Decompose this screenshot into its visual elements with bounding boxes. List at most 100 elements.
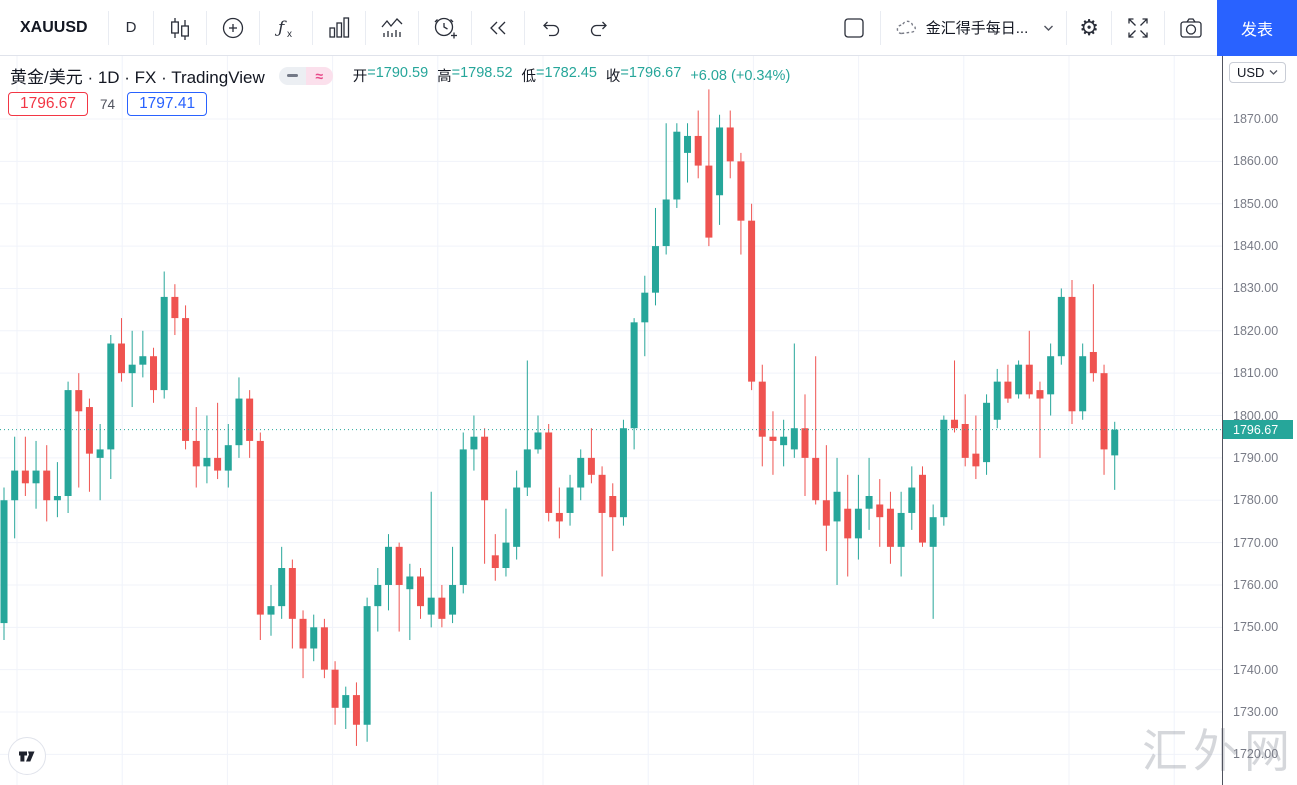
candle[interactable] xyxy=(673,131,681,200)
candle[interactable] xyxy=(886,508,894,547)
candle[interactable] xyxy=(598,474,606,513)
candle[interactable] xyxy=(331,669,339,708)
candle[interactable] xyxy=(1068,296,1076,412)
candle[interactable] xyxy=(587,457,595,475)
candle[interactable] xyxy=(85,407,93,454)
chart-style-button[interactable] xyxy=(154,0,206,56)
candle[interactable] xyxy=(75,390,83,412)
compare-button[interactable] xyxy=(207,0,259,56)
candle[interactable] xyxy=(0,500,8,624)
candle[interactable] xyxy=(897,512,905,547)
publish-button[interactable]: 发表 xyxy=(1216,0,1297,56)
candle[interactable] xyxy=(865,496,873,509)
candle[interactable] xyxy=(310,627,318,649)
buy-price-button[interactable]: 1797.41 xyxy=(127,92,208,116)
candle[interactable] xyxy=(716,127,724,196)
candle[interactable] xyxy=(651,246,659,293)
candle[interactable] xyxy=(384,546,392,585)
candle[interactable] xyxy=(64,390,72,497)
candle[interactable] xyxy=(908,487,916,513)
candle[interactable] xyxy=(513,487,521,547)
candle[interactable] xyxy=(203,457,211,467)
candle[interactable] xyxy=(993,381,1001,420)
candle[interactable] xyxy=(459,449,467,585)
candle[interactable] xyxy=(299,618,307,649)
candle[interactable] xyxy=(481,436,489,501)
candle[interactable] xyxy=(342,695,350,708)
candle[interactable] xyxy=(523,449,531,488)
symbol-button[interactable]: XAUUSD xyxy=(0,0,108,56)
candle[interactable] xyxy=(246,398,254,441)
candle[interactable] xyxy=(1015,364,1023,395)
candle[interactable] xyxy=(43,470,51,501)
candle[interactable] xyxy=(491,555,499,569)
candle[interactable] xyxy=(1004,381,1012,399)
candle[interactable] xyxy=(267,606,275,615)
candle[interactable] xyxy=(96,449,104,458)
candle[interactable] xyxy=(449,584,457,615)
candle[interactable] xyxy=(769,436,777,441)
legend-title[interactable]: 黄金/美元 · 1D · FX · TradingView xyxy=(10,68,265,87)
price-axis[interactable]: USD 1870.00 1860.00 1850.00 1840.00 1830.00 1… xyxy=(1222,56,1297,785)
candle[interactable] xyxy=(256,440,264,615)
candle[interactable] xyxy=(1089,351,1097,374)
cloud-template-dropdown[interactable]: 金汇得手每日... xyxy=(881,0,1067,56)
layout-button[interactable] xyxy=(828,0,880,56)
candle[interactable] xyxy=(545,432,553,513)
candle[interactable] xyxy=(726,127,734,162)
candle[interactable] xyxy=(641,292,649,323)
candle[interactable] xyxy=(1111,429,1119,456)
forecast-button[interactable] xyxy=(366,0,418,56)
candle[interactable] xyxy=(1057,296,1065,357)
candle[interactable] xyxy=(609,496,617,518)
candle[interactable] xyxy=(780,436,788,446)
candle[interactable] xyxy=(171,296,179,319)
candle[interactable] xyxy=(619,428,627,518)
candle[interactable] xyxy=(951,419,959,429)
candle[interactable] xyxy=(1047,356,1055,395)
candle[interactable] xyxy=(160,296,168,391)
candle[interactable] xyxy=(417,576,425,607)
candle[interactable] xyxy=(1079,356,1087,412)
candle[interactable] xyxy=(363,606,371,725)
candle[interactable] xyxy=(1036,390,1044,399)
candle[interactable] xyxy=(972,453,980,467)
replay-button[interactable] xyxy=(472,0,524,56)
candle[interactable] xyxy=(983,402,991,463)
approx-data-mode-button[interactable]: ≈ xyxy=(305,66,333,85)
interval-button[interactable]: D xyxy=(109,0,154,56)
candle[interactable] xyxy=(737,161,745,221)
candle[interactable] xyxy=(182,318,190,441)
redo-button[interactable] xyxy=(575,0,625,56)
candle[interactable] xyxy=(534,432,542,450)
candle[interactable] xyxy=(395,546,403,585)
indicator-templates-button[interactable] xyxy=(313,0,365,56)
candle[interactable] xyxy=(288,568,296,619)
candle[interactable] xyxy=(758,381,766,437)
snapshot-button[interactable] xyxy=(1165,0,1217,56)
candle[interactable] xyxy=(961,423,969,458)
candle[interactable] xyxy=(555,512,563,522)
candle[interactable] xyxy=(502,542,510,569)
currency-dropdown[interactable]: USD xyxy=(1229,62,1287,83)
candle[interactable] xyxy=(844,508,852,539)
candle[interactable] xyxy=(662,199,670,247)
candle[interactable] xyxy=(406,576,414,590)
indicators-button[interactable]: ƒ x xyxy=(260,0,312,56)
candle[interactable] xyxy=(32,470,40,484)
undo-button[interactable] xyxy=(525,0,575,56)
settings-button[interactable]: ⚙ xyxy=(1067,0,1111,56)
candle[interactable] xyxy=(1100,373,1108,450)
candle[interactable] xyxy=(214,457,222,471)
candle[interactable] xyxy=(801,428,809,458)
candle[interactable] xyxy=(929,517,937,547)
candle[interactable] xyxy=(1025,364,1033,395)
alert-button[interactable] xyxy=(419,0,471,56)
candle[interactable] xyxy=(278,568,286,607)
candle[interactable] xyxy=(107,343,115,450)
candle[interactable] xyxy=(577,457,585,488)
candle[interactable] xyxy=(128,364,136,374)
candle[interactable] xyxy=(53,496,61,501)
candle[interactable] xyxy=(790,428,798,450)
candle[interactable] xyxy=(150,356,158,391)
